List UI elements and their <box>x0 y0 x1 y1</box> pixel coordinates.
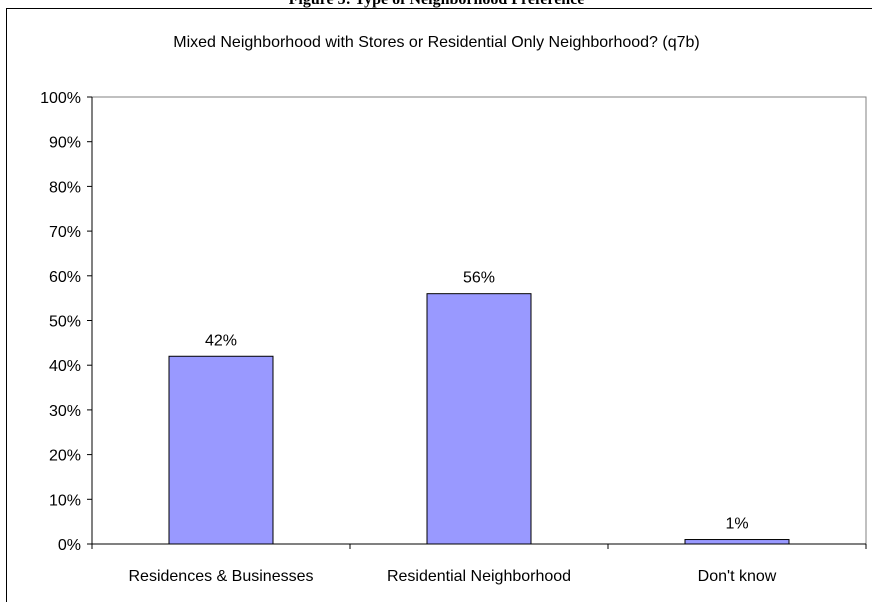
x-axis: Residences & Businesses Residential Neigh… <box>91 543 867 585</box>
y-tick-label: 60% <box>49 269 81 286</box>
bar <box>426 293 532 545</box>
y-tick-label: 10% <box>49 492 81 509</box>
figure-caption: Figure 5: Type of Neighborhood Preferenc… <box>0 0 873 9</box>
y-tick-label: 40% <box>49 358 81 375</box>
data-label: 1% <box>725 516 748 533</box>
bar <box>168 355 274 545</box>
chart-title: Mixed Neighborhood with Stores or Reside… <box>173 34 700 51</box>
chart-frame <box>6 8 872 602</box>
data-label: 42% <box>205 332 237 349</box>
bars <box>168 293 790 545</box>
y-tick-label: 90% <box>49 135 81 152</box>
y-tick-label: 20% <box>49 448 81 465</box>
y-tick-label: 30% <box>49 403 81 420</box>
data-label: 56% <box>463 270 495 287</box>
y-tick-label: 100% <box>40 90 81 107</box>
y-tick-label: 70% <box>49 224 81 241</box>
x-category-label: Residential Neighborhood <box>387 568 571 585</box>
x-category-label: Don't know <box>698 568 777 585</box>
y-tick-label: 0% <box>58 537 81 554</box>
y-axis: 0% 10% 20% 30% 40% 50% 60% 70% 80% 90% 100% <box>40 90 93 554</box>
y-tick-label: 50% <box>49 314 81 331</box>
bar <box>684 539 790 545</box>
data-labels: 42% 56% 1% <box>205 270 749 533</box>
x-category-label: Residences & Businesses <box>129 568 314 585</box>
y-tick-label: 80% <box>49 179 81 196</box>
